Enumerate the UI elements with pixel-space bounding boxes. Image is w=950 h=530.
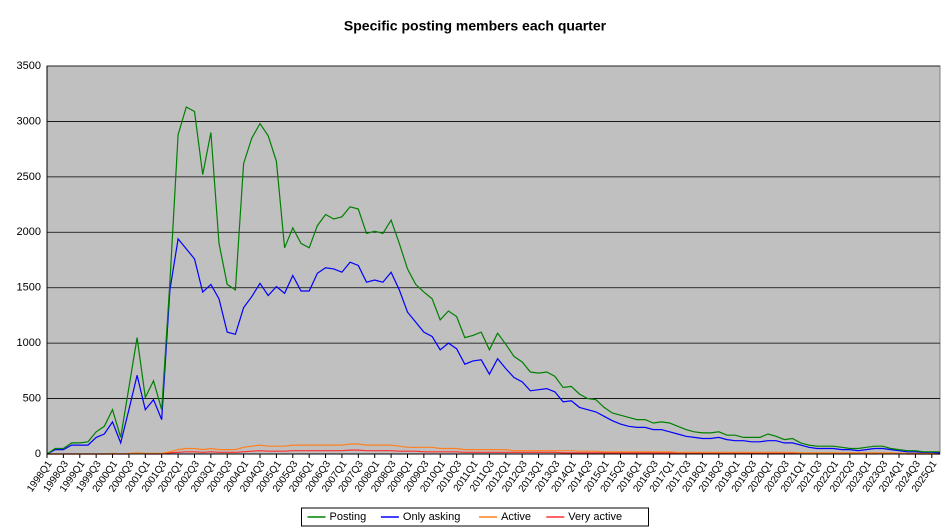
- y-tick-label: 3000: [17, 115, 41, 127]
- series-line: [46, 237, 941, 455]
- legend-box: [301, 507, 649, 527]
- series-line: [46, 106, 940, 455]
- legend-label: Posting: [330, 511, 367, 523]
- legend-label: Only asking: [403, 511, 460, 523]
- series-line: [47, 443, 940, 455]
- y-tick-label: 2000: [17, 226, 41, 238]
- y-tick-label: 3500: [17, 60, 41, 72]
- series-line: [47, 449, 940, 455]
- y-tick-label: 1500: [17, 282, 41, 294]
- plot-area: [46, 65, 941, 455]
- legend-label: Active: [501, 511, 531, 523]
- y-tick-label: 1000: [17, 337, 41, 349]
- y-tick-label: 0: [35, 448, 41, 460]
- y-tick-label: 500: [23, 392, 41, 404]
- legend-label: Very active: [568, 511, 622, 523]
- y-tick-label: 2500: [17, 171, 41, 183]
- chart-title: Specific posting members each quarter: [344, 18, 607, 34]
